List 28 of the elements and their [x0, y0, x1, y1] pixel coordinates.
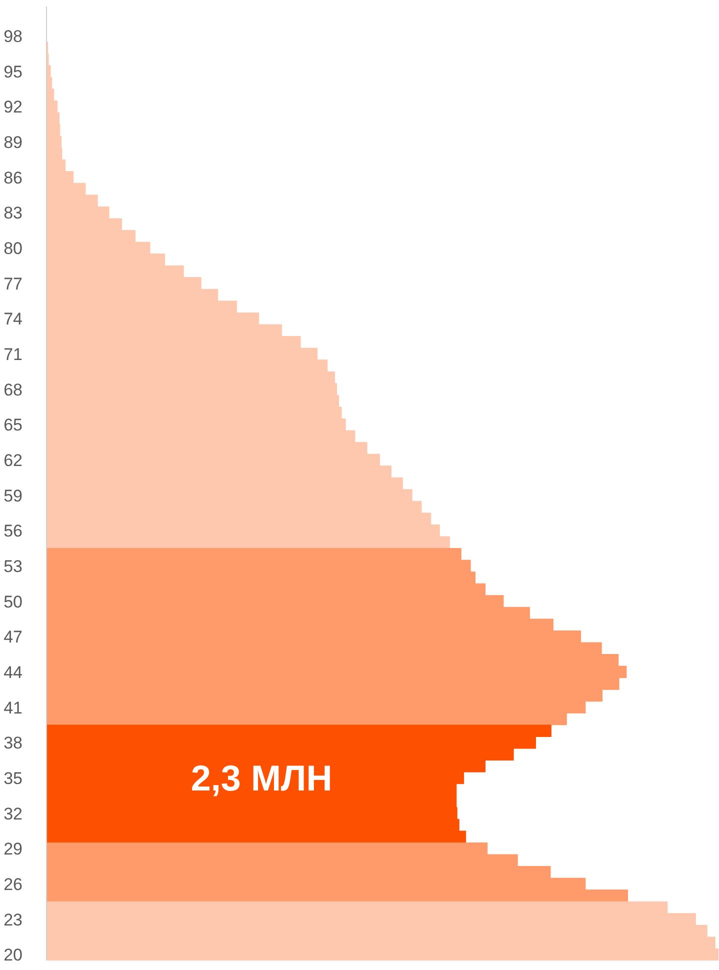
y-tick-label: 35 [4, 768, 23, 788]
y-tick-label: 20 [4, 946, 23, 965]
y-tick-label: 59 [4, 486, 23, 506]
y-tick-label: 62 [4, 450, 23, 470]
y-tick-label: 56 [4, 522, 23, 541]
y-tick-label: 38 [4, 734, 23, 753]
y-tick-label: 92 [4, 98, 23, 117]
y-tick-label: 53 [4, 556, 23, 576]
y-tick-label: 77 [4, 274, 23, 294]
y-tick-label: 29 [4, 840, 23, 859]
y-tick-label: 65 [4, 416, 23, 435]
y-tick-label: 80 [4, 238, 23, 258]
y-tick-label: 86 [4, 168, 23, 188]
y-tick-label: 23 [4, 910, 23, 930]
y-tick-label: 26 [4, 874, 23, 894]
y-tick-label: 74 [4, 310, 23, 329]
annotation: 2,3 МЛН [190, 757, 332, 798]
y-tick-label: 44 [4, 662, 23, 682]
y-tick-label: 68 [4, 380, 23, 400]
y-tick-label: 95 [4, 62, 23, 82]
y-tick-label: 83 [4, 204, 23, 223]
y-tick-label: 47 [4, 628, 23, 647]
y-tick-label: 89 [4, 132, 23, 152]
y-tick-label: 41 [4, 698, 23, 718]
y-tick-label: 32 [4, 804, 23, 824]
y-tick-label: 71 [4, 344, 23, 364]
y-tick-label: 50 [4, 592, 23, 612]
y-tick-label: 98 [4, 26, 23, 46]
